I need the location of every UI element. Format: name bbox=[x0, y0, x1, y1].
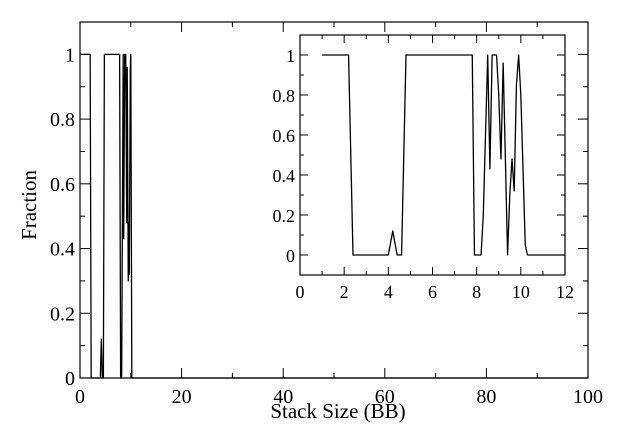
inset-chart-panel: 0 2 4 6 8 10 12 0 0.2 0.4 0.6 0.8 1 bbox=[273, 34, 574, 302]
main-y-tick-label: 0.6 bbox=[50, 174, 75, 196]
main-y-tick-label: 0.2 bbox=[50, 303, 75, 325]
inset-x-tick-label: 2 bbox=[340, 282, 349, 302]
inset-x-tick-label: 8 bbox=[472, 282, 481, 302]
main-series-line bbox=[80, 53, 588, 379]
inset-x-tick-label: 10 bbox=[512, 282, 530, 302]
main-y-tick-label: 1 bbox=[65, 44, 75, 66]
main-y-tick-label: 0.4 bbox=[50, 239, 75, 261]
main-x-tick-label: 60 bbox=[375, 386, 395, 408]
x-axis-title: Stack Size (BB) bbox=[270, 399, 405, 423]
inset-y-tick-label: 0 bbox=[286, 246, 295, 266]
main-y-tick-label: 0.8 bbox=[50, 109, 75, 131]
inset-series-line bbox=[322, 54, 565, 256]
inset-x-tick-label: 0 bbox=[296, 282, 305, 302]
main-y-tick-label: 0 bbox=[65, 368, 75, 390]
inset-x-tick-label: 12 bbox=[556, 282, 574, 302]
main-x-tick-label: 0 bbox=[75, 386, 85, 408]
inset-y-tick-label: 0.6 bbox=[273, 126, 296, 146]
main-x-tick-label: 100 bbox=[573, 386, 603, 408]
main-x-tick-label: 40 bbox=[273, 386, 293, 408]
inset-x-tick-label: 6 bbox=[428, 282, 437, 302]
inset-x-tick-label: 4 bbox=[384, 282, 393, 302]
inset-y-tick-label: 0.8 bbox=[273, 86, 296, 106]
inset-y-tick-label: 0.2 bbox=[273, 206, 296, 226]
y-axis-title: Fraction bbox=[17, 170, 41, 240]
main-x-tick-label: 80 bbox=[476, 386, 496, 408]
main-plot-frame bbox=[79, 21, 589, 379]
main-x-tick-label: 20 bbox=[172, 386, 192, 408]
inset-y-tick-label: 0.4 bbox=[273, 166, 296, 186]
inset-y-tick-label: 1 bbox=[286, 46, 295, 66]
